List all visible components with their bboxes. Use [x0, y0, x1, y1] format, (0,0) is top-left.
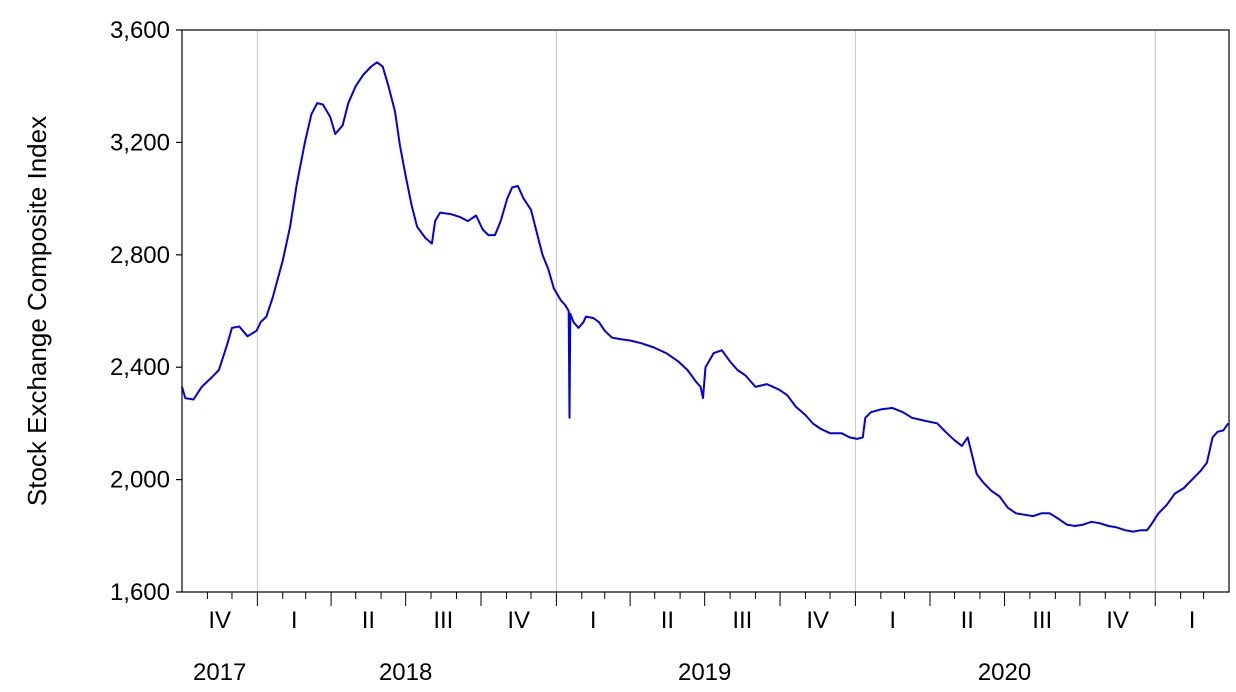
quarter-label: IV: [208, 607, 231, 634]
quarter-label: II: [961, 607, 974, 634]
y-tick-label: 2,000: [110, 467, 170, 494]
quarter-label: III: [1032, 607, 1052, 634]
year-label: 2018: [379, 659, 432, 686]
plot-frame: [181, 29, 1230, 593]
y-tick-label: 1,600: [110, 579, 170, 606]
quarter-label: II: [661, 607, 674, 634]
year-label: 2019: [678, 659, 731, 686]
quarter-label: I: [1189, 607, 1196, 634]
year-label: 2020: [978, 659, 1031, 686]
series-layer: [181, 61, 1230, 533]
quarter-label: IV: [1106, 607, 1129, 634]
quarter-label: IV: [507, 607, 530, 634]
y-axis-title: Stock Exchange Composite Index: [22, 116, 52, 506]
series-line: [181, 61, 1230, 533]
y-tick-label: 3,600: [110, 17, 170, 44]
quarter-label: IV: [806, 607, 829, 634]
y-tick-label: 3,200: [110, 129, 170, 156]
y-tick-label: 2,400: [110, 354, 170, 381]
quarter-label: I: [889, 607, 896, 634]
quarter-label: I: [291, 607, 298, 634]
quarter-label: II: [362, 607, 375, 634]
quarter-label: III: [433, 607, 453, 634]
year-gridlines: [256, 30, 1156, 592]
quarter-label: I: [590, 607, 597, 634]
year-label: 2017: [193, 659, 246, 686]
y-tick-label: 2,800: [110, 242, 170, 269]
quarter-label: III: [732, 607, 752, 634]
